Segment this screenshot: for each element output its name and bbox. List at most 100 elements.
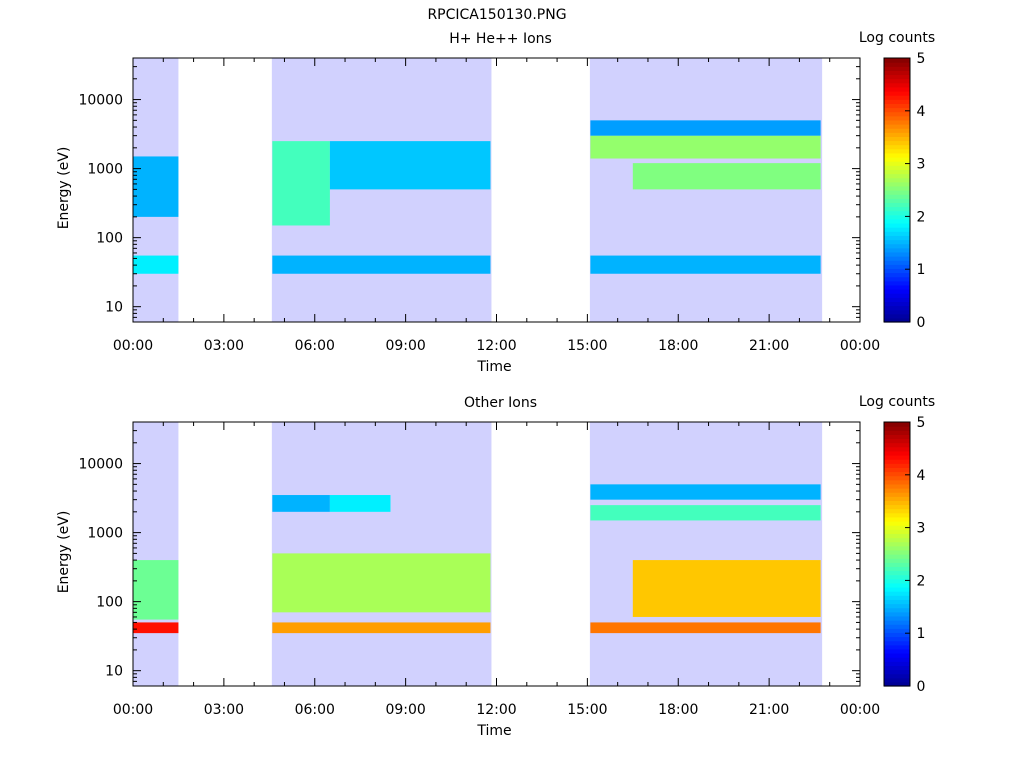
- colorbar-segment: [884, 677, 910, 683]
- x-tick-label: 06:00: [295, 702, 335, 718]
- colorbar-segment: [884, 603, 910, 609]
- spectrogram-band: [133, 156, 179, 217]
- colorbar-segment: [884, 541, 910, 547]
- colorbar-segment: [884, 82, 910, 88]
- colorbar-segment: [884, 426, 910, 431]
- colorbar-segment: [884, 467, 910, 473]
- colorbar-tick-label: 1: [917, 262, 926, 278]
- colorbar-segment: [884, 574, 910, 580]
- x-tick-label: 00:00: [113, 338, 153, 354]
- colorbar-tick-label: 0: [917, 315, 926, 331]
- colorbar-segment: [884, 165, 910, 170]
- colorbar-segment: [884, 632, 910, 638]
- panel-title: Other Ions: [464, 395, 537, 411]
- spectrogram-band: [590, 255, 821, 274]
- spectrogram-band: [272, 622, 491, 634]
- colorbar-segment: [884, 648, 910, 654]
- colorbar-segment: [884, 529, 910, 534]
- colorbar-segment: [884, 198, 910, 203]
- colorbar-segment: [884, 578, 910, 584]
- colorbar-segment: [884, 446, 910, 452]
- colorbar-segment: [884, 260, 910, 265]
- colorbar-segment: [884, 636, 910, 642]
- x-tick-label: 15:00: [567, 702, 607, 718]
- colorbar-segment: [884, 595, 910, 600]
- spectrogram-band: [133, 622, 179, 634]
- colorbar-segment: [884, 463, 910, 468]
- x-tick-label: 03:00: [204, 702, 244, 718]
- spectrogram-band: [272, 553, 491, 613]
- colorbar-segment: [884, 214, 910, 220]
- colorbar-segment: [884, 483, 910, 489]
- plot-area: [133, 58, 860, 322]
- colorbar-tick-label: 0: [917, 679, 926, 695]
- colorbar-segment: [884, 599, 910, 605]
- colorbar-segment: [884, 317, 910, 323]
- colorbar-segment: [884, 136, 910, 142]
- x-tick-label: 09:00: [385, 338, 425, 354]
- colorbar-tick-label: 3: [917, 157, 926, 173]
- colorbar-segment: [884, 665, 910, 671]
- colorbar-segment: [884, 227, 910, 232]
- spectrogram-band: [133, 560, 179, 620]
- x-tick-label: 12:00: [476, 338, 516, 354]
- colorbar-segment: [884, 628, 910, 633]
- colorbar-segment: [884, 161, 910, 166]
- colorbar-segment: [884, 177, 910, 183]
- colorbar-segment: [884, 673, 910, 679]
- colorbar-segment: [884, 218, 910, 224]
- colorbar-tick-label: 4: [917, 468, 926, 484]
- colorbar-segment: [884, 70, 910, 76]
- colorbar-segment: [884, 140, 910, 146]
- y-tick-label: 10: [105, 300, 123, 316]
- x-tick-label: 21:00: [749, 338, 789, 354]
- data-interval: [589, 58, 823, 322]
- colorbar-segment: [884, 313, 910, 319]
- y-tick-label: 100: [96, 231, 123, 247]
- colorbar-segment: [884, 512, 910, 518]
- colorbar-segment: [884, 537, 910, 543]
- colorbar-segment: [884, 442, 910, 448]
- spectrogram-band: [272, 495, 330, 512]
- spectrogram-band: [272, 141, 330, 226]
- colorbar-segment: [884, 496, 910, 501]
- colorbar-segment: [884, 305, 910, 311]
- colorbar-segment: [884, 280, 910, 286]
- colorbar-segment: [884, 558, 910, 563]
- colorbar-segment: [884, 62, 910, 67]
- spectrogram-band: [329, 141, 491, 190]
- colorbar-segment: [884, 86, 910, 92]
- x-tick-label: 15:00: [567, 338, 607, 354]
- colorbar-segment: [884, 293, 910, 298]
- colorbar-segment: [884, 434, 910, 440]
- colorbar-segment: [884, 78, 910, 84]
- colorbar-tick-label: 1: [917, 626, 926, 642]
- colorbar-segment: [884, 144, 910, 150]
- spectrogram-band: [590, 505, 821, 521]
- colorbar-segment: [884, 500, 910, 506]
- colorbar-tick-label: 2: [917, 573, 926, 589]
- colorbar-segment: [884, 525, 910, 530]
- colorbar-segment: [884, 471, 910, 477]
- colorbar-segment: [884, 545, 910, 551]
- x-tick-label: 18:00: [658, 338, 698, 354]
- colorbar-segment: [884, 475, 910, 481]
- colorbar-segment: [884, 615, 910, 621]
- colorbar-segment: [884, 587, 910, 592]
- colorbar-segment: [884, 459, 910, 464]
- spectrogram-band: [272, 255, 491, 274]
- x-tick-label: 12:00: [476, 702, 516, 718]
- data-interval: [589, 422, 823, 686]
- colorbar-segment: [884, 653, 910, 658]
- colorbar-segment: [884, 479, 910, 485]
- colorbar-segment: [884, 661, 910, 666]
- colorbar-segment: [884, 570, 910, 576]
- colorbar-segment: [884, 173, 910, 179]
- colorbar-tick-label: 5: [917, 51, 926, 67]
- colorbar-tick-label: 2: [917, 209, 926, 225]
- y-tick-label: 1000: [87, 162, 123, 178]
- colorbar-segment: [884, 504, 910, 510]
- colorbar-segment: [884, 450, 910, 456]
- colorbar-segment: [884, 438, 910, 444]
- colorbar-segment: [884, 549, 910, 555]
